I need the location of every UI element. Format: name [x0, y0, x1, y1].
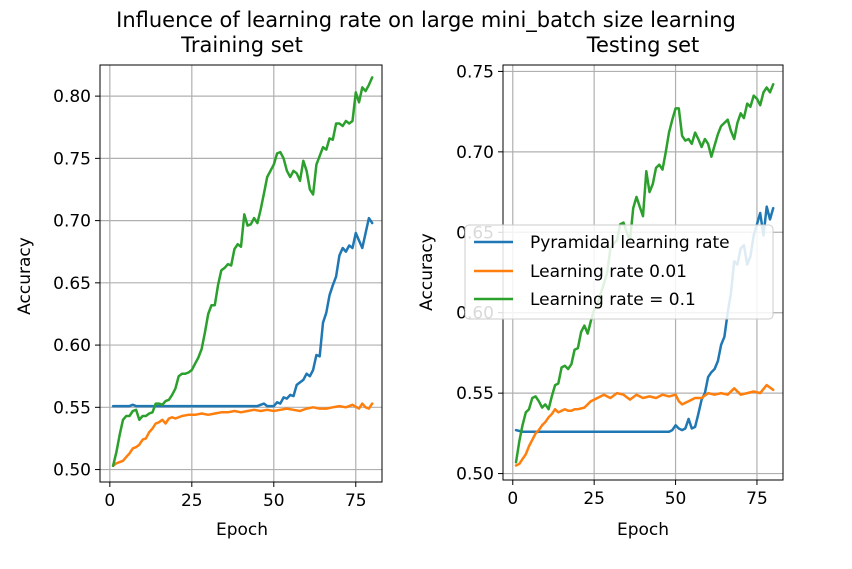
- training-ytick-label-6: 0.80: [53, 87, 91, 107]
- legend-label-lr01: Learning rate = 0.1: [530, 290, 696, 310]
- figure-suptitle: Influence of learning rate on large mini…: [116, 8, 736, 33]
- testing-subplot: Testing set 02550750.500.550.600.650.700…: [417, 33, 784, 540]
- training-ticks: 0 25 50 75 0.50 0.55 0.60 0.65 0.70 0.75 0.80: [53, 87, 366, 511]
- legend-box: [464, 224, 774, 320]
- training-ytick-label-4: 0.70: [53, 212, 91, 232]
- testing-ytick-label-5: 0.75: [456, 62, 494, 82]
- testing-series-line-1: [514, 383, 775, 467]
- training-ytick-label-0: 0.50: [53, 461, 91, 481]
- legend-label-pyramidal: Pyramidal learning rate: [530, 233, 730, 253]
- testing-title: Testing set: [586, 33, 700, 57]
- training-subplot: Training set 0 25 50 75 0.50 0.55 0.60 0.65 0.70…: [15, 33, 383, 540]
- training-ytick-label-1: 0.55: [53, 398, 91, 418]
- testing-series-line-2: [514, 83, 775, 464]
- training-ytick-label-3: 0.65: [53, 274, 91, 294]
- training-xlabel: Epoch: [216, 520, 268, 540]
- training-series-line-1: [111, 402, 374, 468]
- testing-ytick-label-1: 0.55: [456, 384, 494, 404]
- legend-label-lr001: Learning rate 0.01: [530, 262, 687, 282]
- training-ytick-label-5: 0.75: [53, 149, 91, 169]
- training-xtick-label-3: 75: [345, 491, 367, 511]
- training-series: [111, 76, 374, 468]
- training-axes-frame: [99, 64, 383, 483]
- testing-xtick-label-3: 75: [746, 489, 768, 509]
- training-series-line-0: [111, 216, 374, 408]
- training-title: Training set: [180, 33, 303, 57]
- testing-xtick-label-1: 25: [583, 489, 605, 509]
- testing-xtick-label-2: 50: [665, 489, 687, 509]
- testing-ytick-label-4: 0.70: [456, 143, 494, 163]
- training-xtick-label-0: 0: [104, 491, 115, 511]
- training-ylabel: Accuracy: [15, 237, 35, 315]
- training-series-line-2: [111, 76, 374, 468]
- testing-xlabel: Epoch: [617, 520, 669, 540]
- training-ytick-label-2: 0.60: [53, 336, 91, 356]
- testing-ytick-label-0: 0.50: [456, 465, 494, 485]
- training-xtick-label-1: 25: [181, 491, 203, 511]
- training-xtick-label-2: 50: [263, 491, 285, 511]
- legend: Pyramidal learning rate Learning rate 0.…: [464, 224, 774, 320]
- testing-xtick-label-0: 0: [507, 489, 518, 509]
- training-grid: [100, 65, 382, 482]
- testing-ylabel: Accuracy: [417, 233, 437, 311]
